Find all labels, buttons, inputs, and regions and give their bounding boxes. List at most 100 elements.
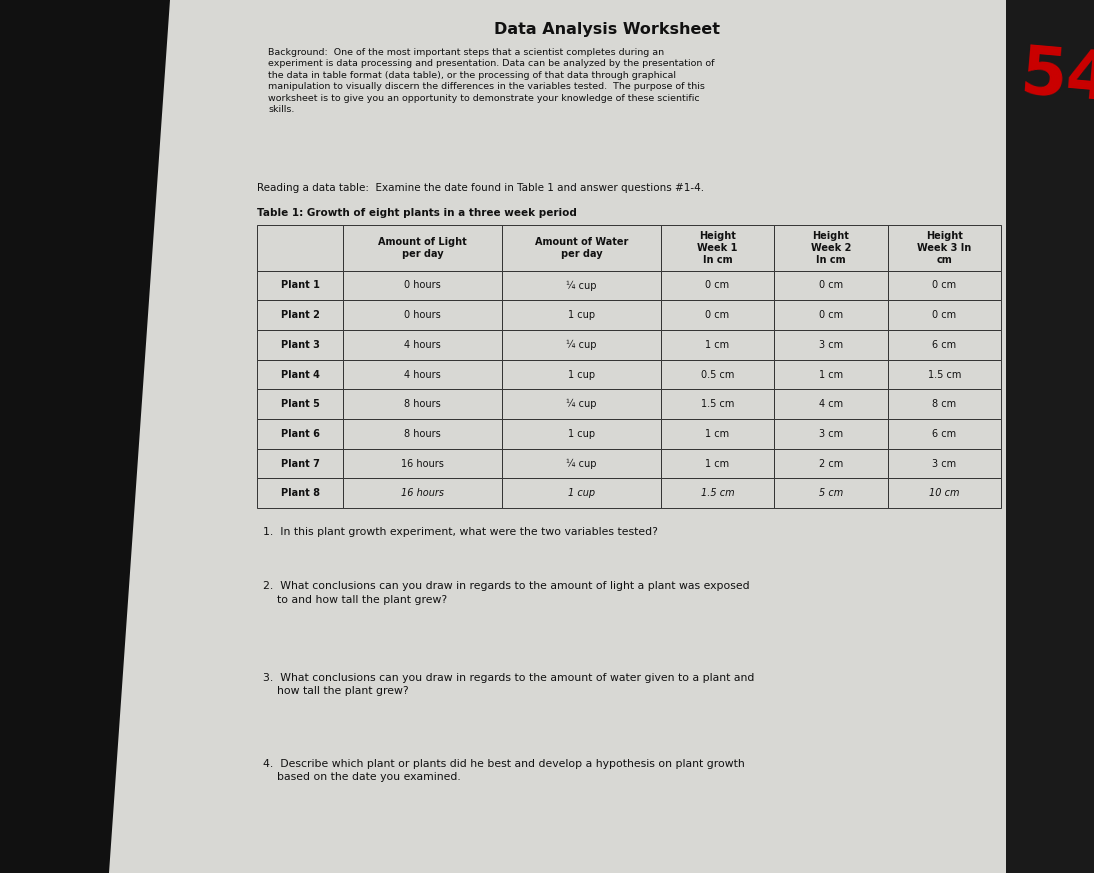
Bar [344,225,502,271]
Text: 16 hours: 16 hours [401,488,444,498]
Bar [887,225,1001,271]
Bar [661,478,775,508]
Text: 10 cm: 10 cm [929,488,959,498]
Bar [775,300,887,330]
Text: 4 cm: 4 cm [818,399,843,409]
Text: 0 cm: 0 cm [932,280,956,291]
Text: Table 1: Growth of eight plants in a three week period: Table 1: Growth of eight plants in a thr… [257,208,577,217]
Text: Plant 3: Plant 3 [281,340,319,350]
Text: ¼ cup: ¼ cup [567,399,596,409]
Text: Data Analysis Worksheet: Data Analysis Worksheet [494,22,720,37]
Bar [661,300,775,330]
Text: 4 hours: 4 hours [405,340,441,350]
Text: Plant 5: Plant 5 [281,399,319,409]
Bar [887,360,1001,389]
Bar [502,478,661,508]
Bar [344,449,502,478]
Bar [775,478,887,508]
Text: 8 cm: 8 cm [932,399,956,409]
Text: 8 hours: 8 hours [405,429,441,439]
Text: 3 cm: 3 cm [818,340,843,350]
Bar [344,360,502,389]
Bar [775,389,887,419]
Text: 0 hours: 0 hours [405,310,441,320]
Bar [775,330,887,360]
Text: 1 cm: 1 cm [706,429,730,439]
Bar [887,389,1001,419]
Text: 0 cm: 0 cm [706,310,730,320]
Text: Plant 7: Plant 7 [281,458,319,469]
Text: 0 cm: 0 cm [706,280,730,291]
Text: 1 cm: 1 cm [818,369,843,380]
Text: 0.5 cm: 0.5 cm [701,369,734,380]
Bar [661,271,775,300]
Text: 5 cm: 5 cm [818,488,843,498]
Bar [887,271,1001,300]
Bar [887,330,1001,360]
Bar [257,330,344,360]
Bar [502,330,661,360]
Text: 2 cm: 2 cm [818,458,843,469]
Text: 2.  What conclusions can you draw in regards to the amount of light a plant was : 2. What conclusions can you draw in rega… [263,581,749,605]
Text: 1 cup: 1 cup [568,429,595,439]
Bar [502,271,661,300]
Text: 8 hours: 8 hours [405,399,441,409]
Polygon shape [109,0,1006,873]
Bar [661,225,775,271]
Bar [257,225,344,271]
Bar [887,449,1001,478]
Text: 1 cup: 1 cup [568,310,595,320]
Bar [344,419,502,449]
Bar [775,271,887,300]
Text: 16 hours: 16 hours [401,458,444,469]
Bar [502,360,661,389]
Bar [257,360,344,389]
Text: Background:  One of the most important steps that a scientist completes during a: Background: One of the most important st… [268,48,714,114]
Bar [344,271,502,300]
Text: Plant 2: Plant 2 [281,310,319,320]
Text: Plant 4: Plant 4 [281,369,319,380]
Bar [887,300,1001,330]
Text: 1.5 cm: 1.5 cm [928,369,961,380]
Bar [257,419,344,449]
Polygon shape [1006,0,1094,873]
Text: 0 cm: 0 cm [818,310,843,320]
Bar [502,300,661,330]
Text: ¼ cup: ¼ cup [567,340,596,350]
Bar [344,389,502,419]
Bar [661,389,775,419]
Bar [344,478,502,508]
Bar [344,300,502,330]
Bar [344,330,502,360]
Text: Height
Week 1
In cm: Height Week 1 In cm [697,231,737,265]
Bar [502,419,661,449]
Bar [661,419,775,449]
Text: Plant 6: Plant 6 [281,429,319,439]
Bar [502,449,661,478]
Text: 3.  What conclusions can you draw in regards to the amount of water given to a p: 3. What conclusions can you draw in rega… [263,673,754,697]
Bar [775,449,887,478]
Text: Plant 1: Plant 1 [281,280,319,291]
Text: 4.  Describe which plant or plants did he best and develop a hypothesis on plant: 4. Describe which plant or plants did he… [263,759,744,782]
Bar [502,225,661,271]
Bar [257,389,344,419]
Text: 1 cm: 1 cm [706,458,730,469]
Bar [775,360,887,389]
Text: 0 cm: 0 cm [932,310,956,320]
Text: 4 hours: 4 hours [405,369,441,380]
Bar [775,225,887,271]
Text: ¼ cup: ¼ cup [567,280,596,291]
Text: Reading a data table:  Examine the date found in Table 1 and answer questions #1: Reading a data table: Examine the date f… [257,183,705,193]
Bar [257,478,344,508]
Text: Amount of Light
per day: Amount of Light per day [379,237,467,258]
Text: 3 cm: 3 cm [818,429,843,439]
Text: 1 cup: 1 cup [568,369,595,380]
Bar [257,449,344,478]
Text: 1.5 cm: 1.5 cm [700,488,734,498]
Bar [887,478,1001,508]
Text: 0 hours: 0 hours [405,280,441,291]
Text: 6 cm: 6 cm [932,429,956,439]
Bar [661,449,775,478]
Text: 1.5 cm: 1.5 cm [701,399,734,409]
Bar [661,360,775,389]
